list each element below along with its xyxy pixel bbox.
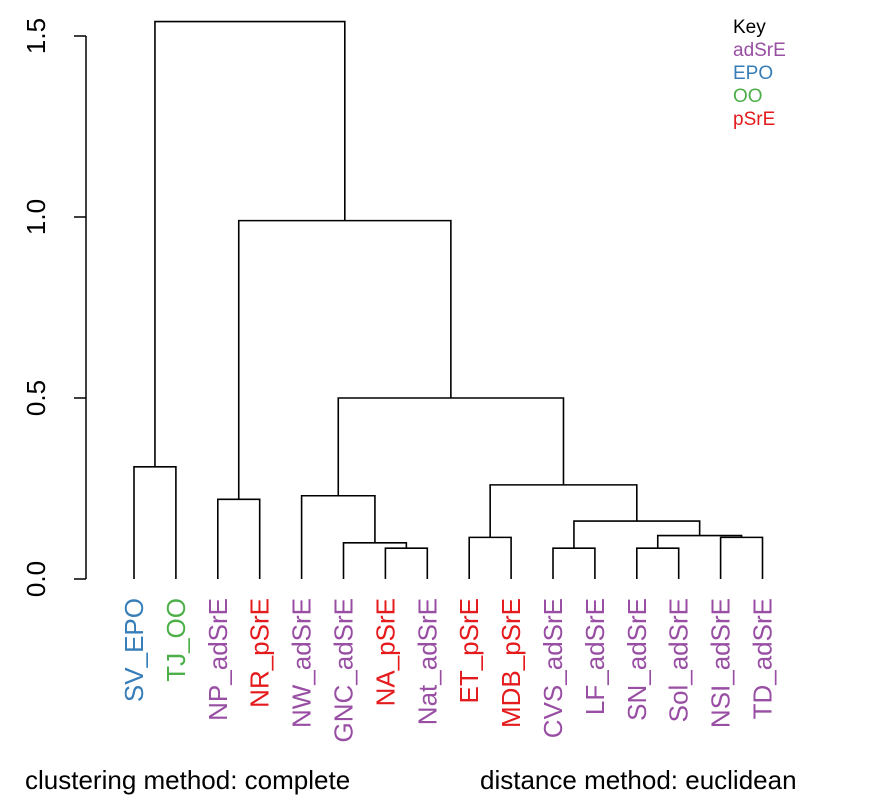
legend-item: EPO <box>733 63 773 84</box>
dendrogram-branches <box>133 20 764 579</box>
leaf-label: NA_pSrE <box>370 598 400 706</box>
dendrogram-branch <box>154 20 346 467</box>
x-axis-label-distance: distance method: euclidean <box>480 765 797 795</box>
leaf-label: TD_adSrE <box>748 598 778 719</box>
dendrogram-branch <box>337 397 565 496</box>
dendrogram-branch <box>489 484 638 538</box>
leaf-label: MDB_pSrE <box>496 598 526 728</box>
legend-item: OO <box>733 86 763 107</box>
leaf-label: CVS_adSrE <box>538 598 568 738</box>
leaf-label: TJ_OO <box>161 598 191 682</box>
leaf-label: Nat_adSrE <box>412 598 442 725</box>
leaf-label: GNC_adSrE <box>329 598 359 743</box>
dendrogram-branch <box>468 536 512 579</box>
dendrogram-branch <box>300 494 376 579</box>
leaf-labels: SV_EPO TJ_OO NP_adSrE NR_pSrE NW_adSrE GNC_ad… <box>119 598 778 743</box>
legend-item: adSrE <box>733 40 786 61</box>
y-tick-label: 0.0 <box>21 561 51 597</box>
dendrogram-branch <box>217 498 261 579</box>
legend-title: Key <box>733 17 766 38</box>
y-tick-label: 1.0 <box>21 199 51 235</box>
leaf-label: SV_EPO <box>119 598 149 702</box>
dendrogram-branch <box>719 536 764 579</box>
leaf-label: NP_adSrE <box>203 598 233 721</box>
dendrogram-branch <box>573 520 701 549</box>
leaf-label: LF_adSrE <box>580 598 610 715</box>
dendrogram-branch <box>133 465 177 579</box>
leaf-label: SN_adSrE <box>622 598 652 721</box>
dendrogram-branch <box>384 547 429 579</box>
legend-item: pSrE <box>733 109 775 130</box>
y-tick-label: 1.5 <box>21 18 51 54</box>
dendrogram-branch <box>237 219 452 500</box>
y-tick-label: 0.5 <box>21 380 51 416</box>
leaf-label: Sol_adSrE <box>664 598 694 722</box>
leaf-label: NSI_adSrE <box>706 598 736 728</box>
x-axis-label-clustering: clustering method: complete <box>25 765 350 795</box>
dendrogram-branch <box>552 547 596 579</box>
leaf-label: NR_pSrE <box>245 598 275 708</box>
dendrogram-branch <box>636 547 680 579</box>
leaf-label: NW_adSrE <box>287 598 317 728</box>
leaf-label: ET_pSrE <box>454 598 484 704</box>
y-axis: 0.0 0.5 1.0 1.5 <box>21 18 87 597</box>
